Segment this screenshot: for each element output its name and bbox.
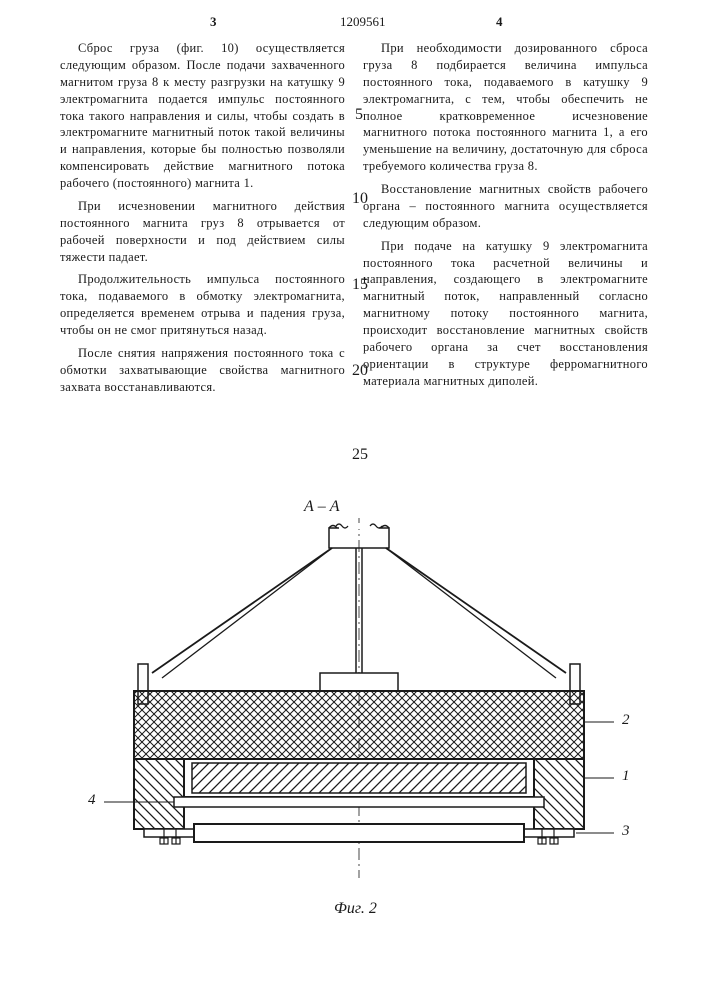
line-marker-25: 25 [352,446,368,464]
left-para-3: Продолжительность импульса постоянного т… [60,271,345,339]
line-marker-10: 10 [352,190,368,208]
figure-svg [74,498,644,898]
section-label: А – А [304,498,340,516]
figure-2: А – А [74,498,644,928]
line-marker-5: 5 [355,106,363,124]
text-columns: Сброс груза (фиг. 10) осуществляется сле… [60,40,660,402]
line-marker-15: 15 [352,276,368,294]
left-para-2: При исчезновении магнитного действия пос… [60,198,345,266]
right-para-3: При подаче на катушку 9 электромагнита п… [363,238,648,390]
page-number-left: 3 [210,14,217,30]
callout-2: 2 [622,712,630,729]
page-number-right: 4 [496,14,503,30]
left-para-1: Сброс груза (фиг. 10) осуществляется сле… [60,40,345,192]
right-column: При необходимости дозированного сброса г… [363,40,648,402]
callout-1: 1 [622,768,630,785]
document-number: 1209561 [340,14,386,30]
figure-caption: Фиг. 2 [334,900,377,918]
line-marker-20: 20 [352,362,368,380]
left-column: Сброс груза (фиг. 10) осуществляется сле… [60,40,345,402]
callout-3: 3 [622,823,630,840]
right-para-1: При необходимости дозированного сброса г… [363,40,648,175]
left-para-4: После снятия напряжения постоянного тока… [60,345,345,396]
right-para-2: Восстановление магнитных свойств рабочег… [363,181,648,232]
callout-4: 4 [88,792,96,809]
